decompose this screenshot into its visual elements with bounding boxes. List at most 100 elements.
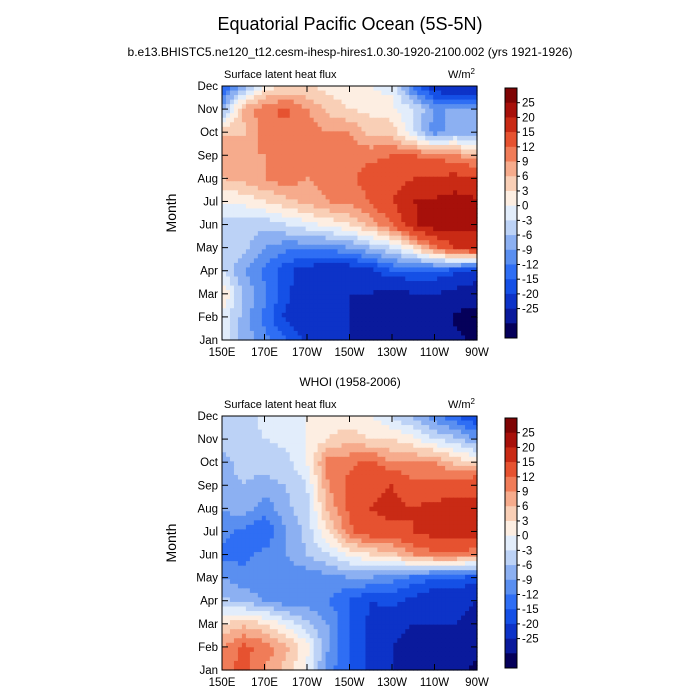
model-cell bbox=[249, 308, 255, 314]
model-cell bbox=[229, 326, 235, 332]
model-cell bbox=[261, 203, 267, 210]
model-cell bbox=[437, 217, 442, 223]
obs-cell bbox=[421, 479, 426, 485]
obs-cell bbox=[369, 474, 374, 481]
obs-cell bbox=[257, 479, 263, 485]
model-cell bbox=[341, 113, 347, 119]
model-cell bbox=[229, 144, 235, 151]
obs-cell bbox=[453, 438, 458, 444]
model-cell bbox=[397, 90, 402, 96]
obs-cell bbox=[349, 484, 355, 490]
obs-cell bbox=[233, 506, 239, 512]
obs-cell bbox=[369, 461, 374, 467]
model-cell bbox=[377, 258, 382, 264]
model-cell bbox=[337, 262, 343, 269]
model-cell bbox=[421, 308, 426, 314]
model-cell bbox=[453, 326, 458, 332]
model-cell bbox=[317, 312, 323, 318]
model-cell bbox=[437, 330, 442, 337]
model-cell bbox=[349, 90, 355, 96]
model-cell bbox=[409, 99, 414, 105]
model-cell bbox=[321, 299, 327, 305]
obs-cell bbox=[241, 474, 247, 481]
model-cell bbox=[253, 135, 259, 142]
obs-cell bbox=[222, 420, 227, 426]
model-cell bbox=[337, 140, 343, 146]
obs-cell bbox=[417, 429, 422, 435]
model-cell bbox=[237, 194, 243, 200]
obs-cell bbox=[273, 465, 279, 472]
model-cell bbox=[233, 244, 239, 250]
obs-cell bbox=[461, 479, 466, 485]
model-cell bbox=[301, 154, 307, 160]
obs-cell bbox=[389, 497, 394, 503]
obs-cell bbox=[473, 434, 478, 440]
model-cell bbox=[409, 190, 414, 196]
obs-cell bbox=[361, 479, 367, 485]
model-cell bbox=[265, 299, 271, 305]
model-cell bbox=[313, 253, 319, 259]
model-cell bbox=[289, 140, 295, 146]
model-cell bbox=[277, 190, 283, 196]
model-cell bbox=[465, 285, 470, 291]
model-cell bbox=[465, 312, 470, 318]
model-cell bbox=[229, 163, 235, 169]
model-cell bbox=[465, 104, 470, 110]
model-cell bbox=[229, 181, 235, 187]
model-cell bbox=[309, 244, 315, 250]
model-cell bbox=[265, 290, 271, 296]
model-cell bbox=[245, 285, 251, 291]
model-cell bbox=[357, 135, 363, 142]
model-cell bbox=[297, 149, 303, 155]
model-cell bbox=[465, 135, 470, 142]
model-cell bbox=[465, 326, 470, 332]
model-cell bbox=[321, 163, 327, 169]
obs-cell bbox=[461, 443, 466, 449]
model-cell bbox=[289, 249, 295, 255]
model-cell bbox=[333, 117, 339, 123]
model-cell bbox=[313, 285, 319, 291]
model-cell bbox=[273, 317, 279, 323]
model-cell bbox=[365, 299, 371, 305]
model-cell bbox=[433, 312, 438, 318]
model-cell bbox=[257, 253, 263, 259]
model-cell bbox=[225, 240, 231, 246]
obs-cell bbox=[433, 452, 438, 458]
obs-cell bbox=[405, 447, 410, 453]
model-cell bbox=[465, 262, 470, 269]
model-cell bbox=[473, 330, 478, 337]
obs-cell bbox=[225, 488, 231, 494]
model-cell bbox=[329, 135, 335, 142]
model-cell bbox=[222, 240, 227, 246]
model-cell bbox=[265, 303, 271, 309]
model-cell bbox=[389, 117, 394, 123]
model-cell bbox=[441, 144, 446, 151]
obs-cell bbox=[413, 447, 418, 453]
obs-cell bbox=[453, 502, 458, 508]
obs-cell bbox=[229, 452, 235, 458]
obs-cell bbox=[353, 465, 359, 472]
model-cell bbox=[249, 303, 255, 309]
model-cell bbox=[409, 131, 414, 137]
model-cell bbox=[265, 321, 271, 327]
model-cell bbox=[417, 140, 422, 146]
model-cell bbox=[309, 299, 315, 305]
model-cell bbox=[341, 154, 347, 160]
model-cell bbox=[313, 190, 319, 196]
model-cell bbox=[465, 90, 470, 96]
obs-cell bbox=[273, 506, 279, 512]
model-cell bbox=[429, 154, 434, 160]
model-cell bbox=[277, 294, 283, 300]
obs-cell bbox=[341, 461, 347, 467]
model-cell bbox=[341, 294, 347, 300]
model-cell bbox=[469, 99, 474, 105]
model-cell bbox=[381, 194, 386, 200]
obs-cell bbox=[237, 434, 243, 440]
obs-cell bbox=[305, 420, 311, 426]
model-cell bbox=[305, 271, 311, 278]
obs-cell bbox=[425, 429, 430, 435]
obs-cell bbox=[313, 474, 319, 481]
model-cell bbox=[349, 267, 355, 273]
model-cell bbox=[237, 144, 243, 151]
model-cell bbox=[329, 117, 335, 123]
